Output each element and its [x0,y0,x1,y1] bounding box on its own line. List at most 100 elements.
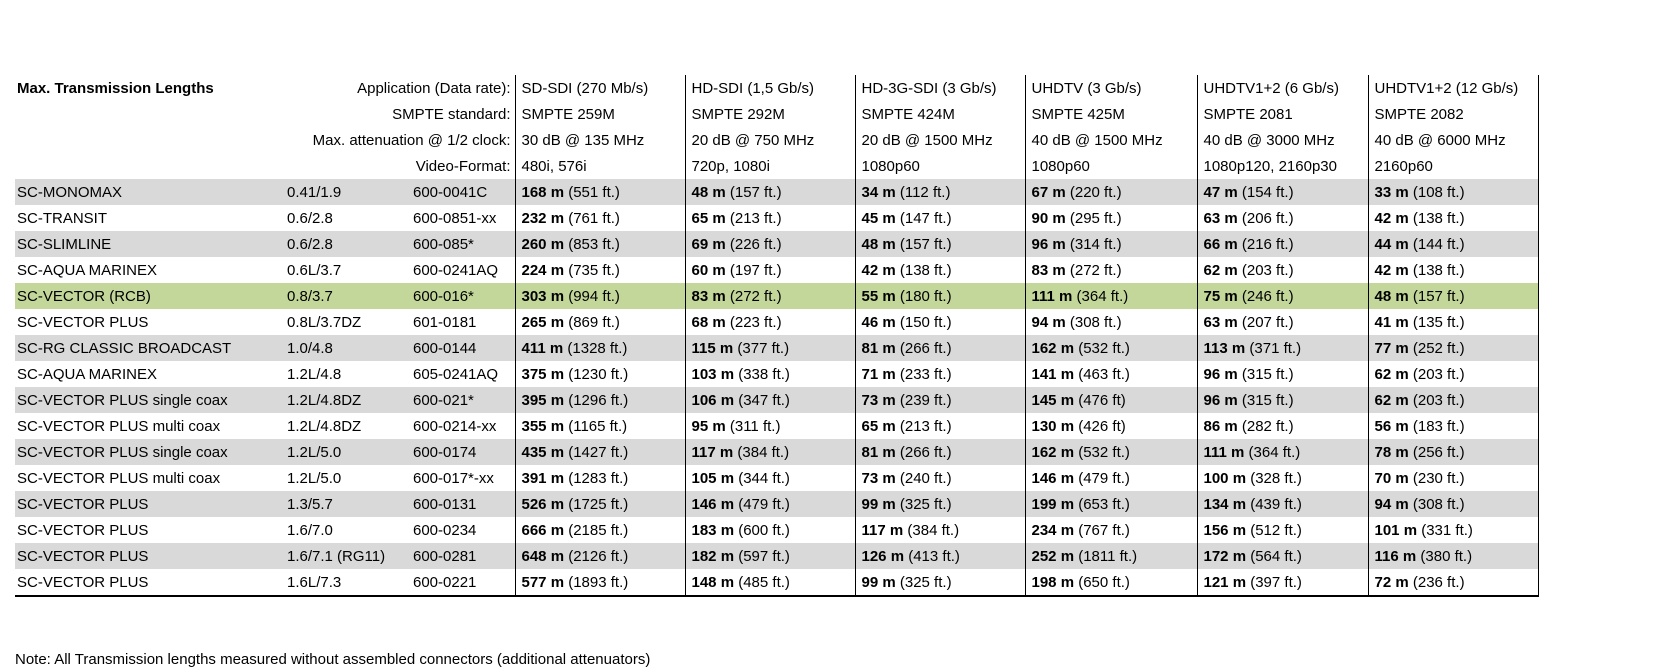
length-cell: 435 m (1427 ft.) [514,439,685,465]
part-number-cell: 600-017*-xx [413,469,494,487]
length-cell: 77 m (252 ft.) [1367,335,1539,361]
part-number-cell: 601-0181 [413,313,477,331]
length-cell: 526 m (1725 ft.) [514,491,685,517]
header-stub [15,101,285,127]
size-cell: 1.2L/5.0 [285,439,411,465]
header-label-attenuation: Max. attenuation @ 1/2 clock: [312,131,511,149]
size-cell: 1.0/4.8 [285,335,411,361]
length-cell: 198 m (650 ft.) [1024,569,1197,597]
length-cell: 182 m (597 ft.) [684,543,855,569]
size-cell: 1.2L/4.8DZ [287,417,362,435]
header-row-application: Max. Transmission Lengths Application (D… [15,75,1539,101]
column-header-smpte: SMPTE 259M [514,101,685,127]
cable-name-cell: SC-MONOMAX [15,179,285,205]
table-title: Max. Transmission Lengths [17,79,214,97]
column-header-application: SD-SDI (270 Mb/s) [514,75,685,101]
cable-name-cell: SC-AQUA MARINEX [17,365,158,383]
length-cell: 81 m (266 ft.) [854,439,1025,465]
table-row: SC-VECTOR (RCB) 0.8/3.7 600-016* 303 m (994… [15,283,1539,309]
table-row: SC-VECTOR PLUS single coax 1.2L/5.0 600-01… [15,439,1539,465]
table-body: SC-MONOMAX 0.41/1.9 600-0041C 168 m (551 ft… [15,179,1539,597]
length-cell: 45 m (147 ft.) [854,205,1025,231]
part-number-cell: 600-085* [411,231,515,257]
length-cell: 73 m (239 ft.) [854,387,1025,413]
cable-name-cell: SC-VECTOR PLUS single coax [15,387,285,413]
column-header-application: UHDTV1+2 (6 Gb/s) [1196,75,1368,101]
table-row: SC-VECTOR PLUS 0.8L/3.7DZ 601-0181 265 m (8… [15,309,1539,335]
column-header-attenuation: 40 dB @ 3000 MHz [1196,127,1368,153]
length-cell: 47 m (154 ft.) [1196,179,1368,205]
column-header-video_format: 1080p60 [854,153,1025,179]
table-header: Max. Transmission Lengths Application (D… [15,75,1539,179]
length-cell: 63 m (207 ft.) [1196,309,1368,335]
length-cell: 62 m (203 ft.) [1196,257,1368,283]
table-row: SC-VECTOR PLUS 1.6L/7.3 600-0221 577 m (189… [15,569,1539,597]
length-cell: 117 m (384 ft.) [854,517,1025,543]
column-header-attenuation: 20 dB @ 1500 MHz [854,127,1025,153]
part-number-cell: 600-0144 [411,335,515,361]
length-cell: 265 m (869 ft.) [514,309,685,335]
size-cell: 1.2L/4.8 [287,365,342,383]
length-cell: 126 m (413 ft.) [854,543,1025,569]
column-header-video_format: 1080p60 [1024,153,1197,179]
header-row-attenuation: Max. attenuation @ 1/2 clock: 30 dB @ 13… [15,127,1539,153]
length-cell: 42 m (138 ft.) [1367,257,1539,283]
length-cell: 42 m (138 ft.) [1367,205,1539,231]
length-cell: 103 m (338 ft.) [684,361,855,387]
cable-name-cell: SC-RG CLASSIC BROADCAST [15,335,285,361]
column-header-video_format: 1080p120, 2160p30 [1196,153,1368,179]
table-row: SC-TRANSIT 0.6/2.8 600-0851-xx 232 m (761 f… [15,205,1539,231]
length-cell: 162 m (532 ft.) [1024,335,1197,361]
length-cell: 96 m (314 ft.) [1024,231,1197,257]
transmission-lengths-table: Max. Transmission Lengths Application (D… [15,75,1539,597]
length-cell: 81 m (266 ft.) [854,335,1025,361]
column-header-application: UHDTV1+2 (12 Gb/s) [1367,75,1539,101]
length-cell: 56 m (183 ft.) [1367,413,1539,439]
header-stub [15,127,285,153]
length-cell: 70 m (230 ft.) [1367,465,1539,491]
part-number-cell: 600-0851-xx [413,209,497,227]
length-cell: 72 m (236 ft.) [1367,569,1539,597]
cable-name-cell: SC-VECTOR (RCB) [15,283,285,309]
header-row-video-format: Video-Format: 480i, 576i 720p, 1080i 1080p… [15,153,1539,179]
length-cell: 48 m (157 ft.) [684,179,855,205]
length-cell: 303 m (994 ft.) [514,283,685,309]
table-row: SC-AQUA MARINEX 0.6L/3.7 600-0241AQ 224 m (… [15,257,1539,283]
length-cell: 65 m (213 ft.) [684,205,855,231]
length-cell: 121 m (397 ft.) [1196,569,1368,597]
cable-name-cell: SC-VECTOR PLUS multi coax [17,417,221,435]
table-row: SC-VECTOR PLUS single coax 1.2L/4.8DZ 600-… [15,387,1539,413]
length-cell: 666 m (2185 ft.) [514,517,685,543]
length-cell: 648 m (2126 ft.) [514,543,685,569]
length-cell: 62 m (203 ft.) [1367,387,1539,413]
column-header-video_format: 720p, 1080i [684,153,855,179]
length-cell: 145 m (476 ft) [1024,387,1197,413]
length-cell: 83 m (272 ft.) [684,283,855,309]
length-cell: 117 m (384 ft.) [684,439,855,465]
cable-name-cell: SC-VECTOR PLUS [17,313,149,331]
table-row: SC-AQUA MARINEX 1.2L/4.8 605-0241AQ 375 m (… [15,361,1539,387]
length-cell: 172 m (564 ft.) [1196,543,1368,569]
column-header-attenuation: 30 dB @ 135 MHz [514,127,685,153]
size-cell: 0.6/2.8 [285,231,411,257]
header-stub [15,153,285,179]
column-header-smpte: SMPTE 425M [1024,101,1197,127]
length-cell: 577 m (1893 ft.) [514,569,685,597]
cable-name-cell: SC-AQUA MARINEX [17,261,158,279]
part-number-cell: 600-016* [411,283,515,309]
length-cell: 101 m (331 ft.) [1367,517,1539,543]
size-cell: 0.6/2.8 [287,209,333,227]
length-cell: 71 m (233 ft.) [854,361,1025,387]
length-cell: 99 m (325 ft.) [854,491,1025,517]
length-cell: 113 m (371 ft.) [1196,335,1368,361]
part-number-cell: 600-0174 [411,439,515,465]
length-cell: 78 m (256 ft.) [1367,439,1539,465]
column-header-smpte: SMPTE 292M [684,101,855,127]
length-cell: 99 m (325 ft.) [854,569,1025,597]
table-row: SC-SLIMLINE 0.6/2.8 600-085* 260 m (853 ft.… [15,231,1539,257]
cable-name-cell: SC-TRANSIT [17,209,107,227]
length-cell: 199 m (653 ft.) [1024,491,1197,517]
length-cell: 63 m (206 ft.) [1196,205,1368,231]
column-header-attenuation: 20 dB @ 750 MHz [684,127,855,153]
